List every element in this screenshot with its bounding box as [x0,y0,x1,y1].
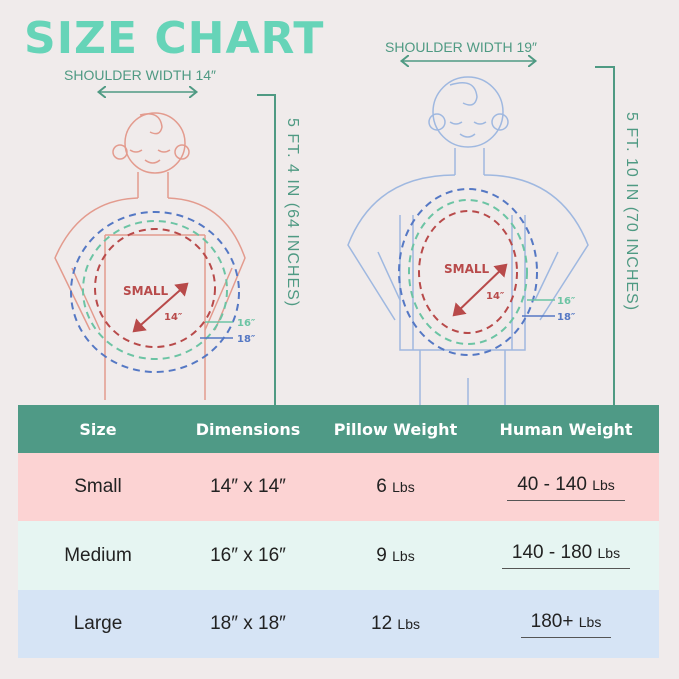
pillow-weight-cell: 6 Lbs [318,453,473,521]
right-figure: SHOULDER WIDTH 19″ 5 FT. 10 IN (70 INCHE… [347,39,640,405]
pillow-weight-cell: 12 Lbs [318,590,473,658]
human-weight-value: 140 - 180 [511,542,593,563]
unit: Lbs [392,547,415,564]
human-weight-cell: 40 - 140 Lbs [473,453,659,521]
small-measure: 14″ [486,291,505,302]
table-header: Size Dimensions Pillow Weight Human Weig… [18,405,659,453]
pillow-weight-value: 12 [371,613,393,634]
size-cell: Small [18,453,178,521]
height-bracket [257,94,276,405]
unit: Lbs [597,545,621,561]
table-row: Small 14″ x 14″ 6 Lbs 40 - 140 Lbs [18,453,659,521]
size-cell: Medium [18,521,178,590]
size-table: Size Dimensions Pillow Weight Human Weig… [18,405,659,658]
dimensions-cell: 16″ x 16″ [178,521,318,590]
pillow-size-label: SMALL [123,284,169,298]
left-figure: SHOULDER WIDTH 14″ 5 FT. 4 IN (64 INCHES… [54,67,301,405]
height-bracket [595,66,615,405]
dimensions-cell: 18″ x 18″ [178,590,318,658]
page-title: SIZE CHART [24,13,324,64]
small-measure: 14″ [164,312,183,323]
human-weight-value: 180+ [530,610,574,632]
height-label: 5 FT. 4 IN (64 INCHES) [284,118,301,307]
shoulder-width-label: SHOULDER WIDTH 14″ [64,67,216,83]
table-row: Large 18″ x 18″ 12 Lbs 180+ Lbs [18,590,659,658]
header-dimensions: Dimensions [178,405,318,453]
pillow-size-label: SMALL [444,262,490,276]
unit: Lbs [578,613,602,630]
pillow-weight-cell: 9 Lbs [318,521,473,590]
human-weight-cell: 140 - 180 Lbs [473,521,659,590]
person-outline [54,112,246,400]
large-measure: 18″ [237,334,256,345]
human-weight-cell: 180+ Lbs [473,590,659,658]
medium-measure: 16″ [237,318,256,329]
header-size: Size [18,405,178,453]
medium-measure: 16″ [557,296,576,307]
human-weight-value: 40 - 140 [517,473,587,495]
dimensions-cell: 14″ x 14″ [178,453,318,521]
shoulder-width-label: SHOULDER WIDTH 19″ [385,39,537,55]
unit: Lbs [592,476,615,493]
table-row: Medium 16″ x 16″ 9 Lbs 140 - 180 Lbs [18,521,659,590]
header-pillow-weight: Pillow Weight [318,405,473,453]
pillow-weight-value: 6 [376,476,387,497]
unit: Lbs [392,479,415,495]
header-human-weight: Human Weight [473,405,659,453]
large-measure: 18″ [557,312,576,323]
pillow-weight-value: 9 [376,544,387,566]
size-cell: Large [18,590,178,658]
person-outline [347,76,589,405]
height-label: 5 FT. 10 IN (70 INCHES) [623,112,640,311]
unit: Lbs [397,616,420,632]
